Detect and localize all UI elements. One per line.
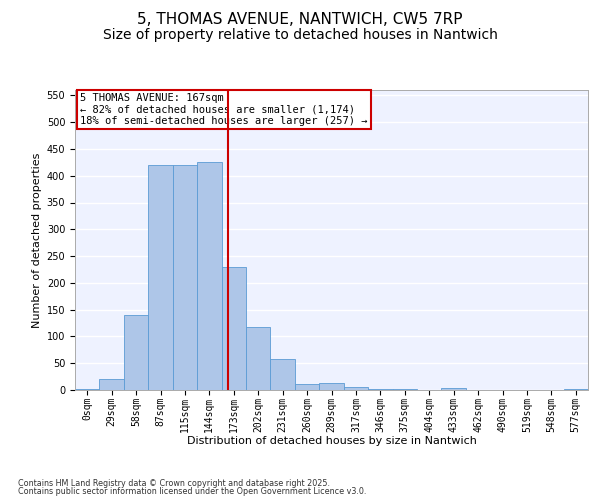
Text: Size of property relative to detached houses in Nantwich: Size of property relative to detached ho… — [103, 28, 497, 42]
Text: 5, THOMAS AVENUE, NANTWICH, CW5 7RP: 5, THOMAS AVENUE, NANTWICH, CW5 7RP — [137, 12, 463, 28]
Bar — [246, 328, 271, 390]
Bar — [271, 359, 295, 390]
Bar — [100, 380, 124, 390]
Text: Contains HM Land Registry data © Crown copyright and database right 2025.: Contains HM Land Registry data © Crown c… — [18, 478, 330, 488]
Bar — [148, 165, 173, 390]
Bar — [124, 315, 148, 390]
Text: Contains public sector information licensed under the Open Government Licence v3: Contains public sector information licen… — [18, 487, 367, 496]
Bar — [319, 383, 344, 390]
Bar — [442, 388, 466, 390]
X-axis label: Distribution of detached houses by size in Nantwich: Distribution of detached houses by size … — [187, 436, 476, 446]
Y-axis label: Number of detached properties: Number of detached properties — [32, 152, 43, 328]
Bar — [221, 267, 246, 390]
Bar — [173, 165, 197, 390]
Bar — [344, 387, 368, 390]
Bar — [368, 389, 392, 390]
Bar — [197, 162, 221, 390]
Bar — [75, 389, 100, 390]
Bar — [295, 384, 319, 390]
Text: 5 THOMAS AVENUE: 167sqm
← 82% of detached houses are smaller (1,174)
18% of semi: 5 THOMAS AVENUE: 167sqm ← 82% of detache… — [80, 93, 368, 126]
